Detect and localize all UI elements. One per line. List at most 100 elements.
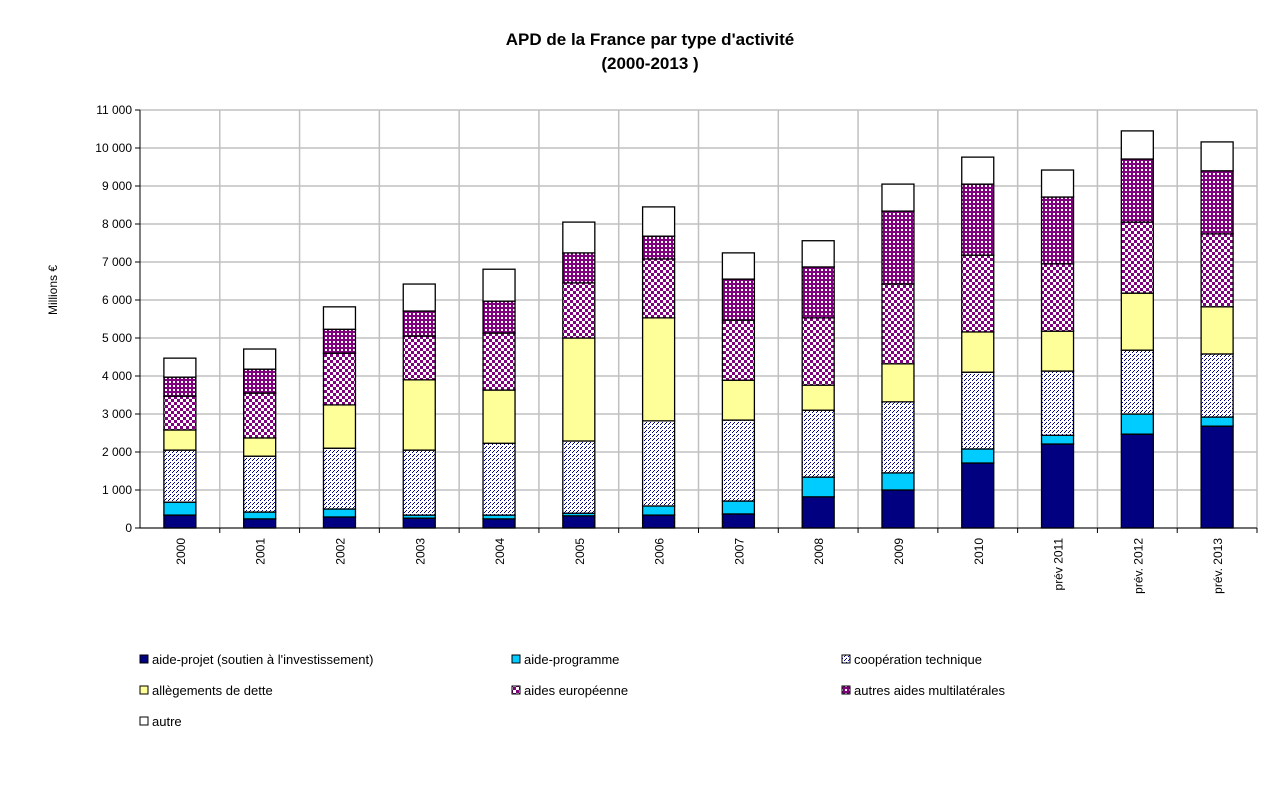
bar-segment-coopration (801, 409, 835, 478)
bar-segment-aide-projet (1200, 425, 1234, 529)
bar-segment-autres (881, 210, 915, 285)
y-tick-label: 11 000 (96, 103, 132, 117)
y-tick-label: 3 000 (102, 407, 132, 421)
bar-segment-autres (1200, 170, 1234, 235)
bar-segment-allgements (721, 379, 756, 421)
bar-segment-coopration (961, 371, 995, 450)
x-tick-label: prév. 2013 (1211, 538, 1225, 594)
bar-segment-autre (961, 156, 995, 185)
bar-segment-allgements (961, 331, 995, 373)
bar-segment-aides (1120, 221, 1154, 294)
legend-label: autre (152, 714, 182, 729)
x-tick-label: 2010 (972, 538, 986, 565)
bar-segment-autres (1120, 158, 1154, 223)
bar-segment-autres (163, 376, 197, 397)
y-tick-label: 7 000 (102, 255, 132, 269)
bar-segment-autre (641, 206, 676, 237)
bar-segment-aide-projet (801, 496, 835, 529)
legend-label: aides européenne (524, 683, 628, 698)
bar-segment-aides (1040, 263, 1075, 332)
bar-segment-coopration (881, 401, 915, 474)
chart-subtitle: (2000-2013 ) (601, 54, 698, 73)
bar-segment-allgements (1200, 306, 1234, 355)
legend-label: coopération technique (854, 652, 982, 667)
x-tick-label: 2002 (333, 538, 347, 565)
bar-segment-allgements (402, 379, 436, 451)
y-tick-label: 1 000 (102, 483, 132, 497)
bar-segment-aide-projet (402, 517, 436, 529)
bar-segment-autres (322, 328, 357, 354)
axes: 0 1 000 2 000 3 000 4 000 5 000 6 000 7 000 8 00… (95, 103, 1258, 594)
x-tick-label: 2006 (653, 538, 667, 565)
bar-segment-autres (801, 266, 835, 319)
y-tick-label: 5 000 (102, 331, 132, 345)
y-axis-label: Millions € (46, 265, 60, 315)
bar-segment-aide-programme (1040, 434, 1075, 445)
legend-label: allègements de dette (152, 683, 273, 698)
bar-segment-aide-projet (163, 514, 197, 529)
bar-segment-aides (641, 258, 676, 319)
bar-segment-aide-programme (1120, 413, 1154, 435)
bar-segment-aide-programme (163, 501, 197, 516)
bar-segment-coopration (1040, 370, 1075, 436)
bar-segment-autres (482, 300, 516, 334)
legend-swatch (511, 685, 521, 695)
grid (140, 109, 1258, 529)
x-tick-label: prév. 2012 (1131, 538, 1145, 594)
bar-segment-allgements (243, 437, 277, 457)
bar-segment-aide-programme (322, 508, 357, 518)
bar-segment-autre (322, 306, 357, 330)
bar-segment-coopration (402, 449, 436, 516)
legend-label: autres aides multilatérales (854, 683, 1006, 698)
legend-swatch (841, 685, 851, 695)
legend-swatch (139, 716, 149, 726)
bar-segment-aide-projet (562, 515, 596, 529)
bar-segment-autre (801, 240, 835, 268)
bar-segment-aide-projet (243, 518, 277, 529)
bar-segment-autre (562, 221, 596, 254)
bar-segment-autre (1120, 130, 1154, 160)
bar-segment-autre (163, 357, 197, 378)
bar-segment-aide-projet (961, 462, 995, 529)
x-tick-label: 2007 (732, 538, 746, 565)
bar-segment-aide-projet (641, 514, 676, 529)
bar-segment-aides (721, 319, 756, 381)
x-tick-label: 2004 (493, 538, 507, 565)
bar-segment-aide-projet (721, 513, 756, 529)
bar-segment-aide-programme (961, 448, 995, 464)
bar-segment-aide-projet (322, 516, 357, 529)
bar-segment-aides (322, 352, 357, 406)
bar-segment-autre (402, 283, 436, 312)
bar-segment-aide-programme (641, 505, 676, 516)
bar-segment-autres (402, 310, 436, 337)
bar-segment-coopration (721, 419, 756, 502)
bar-segment-coopration (322, 447, 357, 510)
bar-segment-aide-projet (1040, 443, 1075, 529)
legend-label: aide-projet (soutien à l'investissement) (152, 652, 373, 667)
y-tick-label: 9 000 (102, 179, 132, 193)
bar-segment-autre (881, 183, 915, 212)
bar-segment-aides (961, 254, 995, 333)
y-tick-label: 0 (125, 521, 132, 535)
bar-segment-autres (721, 278, 756, 321)
bar-segment-coopration (641, 420, 676, 507)
bar-segment-allgements (562, 337, 596, 442)
legend-swatch (139, 685, 149, 695)
bar-segment-coopration (562, 440, 596, 514)
bar-segment-coopration (482, 442, 516, 516)
legend-swatch (511, 654, 521, 664)
bar-segment-autre (1040, 169, 1075, 198)
x-tick-label: 2008 (812, 538, 826, 565)
bars (163, 130, 1234, 529)
legend-label: aide-programme (524, 652, 619, 667)
bar-segment-autre (243, 348, 277, 370)
bar-segment-coopration (1120, 349, 1154, 415)
x-tick-label: 2001 (254, 538, 268, 565)
bar-segment-aide-programme (881, 472, 915, 491)
bar-segment-allgements (1040, 330, 1075, 372)
chart-title: APD de la France par type d'activité (506, 30, 794, 49)
bar-segment-allgements (482, 389, 516, 444)
bar-segment-autres (961, 183, 995, 256)
bar-segment-aide-programme (1200, 416, 1234, 427)
